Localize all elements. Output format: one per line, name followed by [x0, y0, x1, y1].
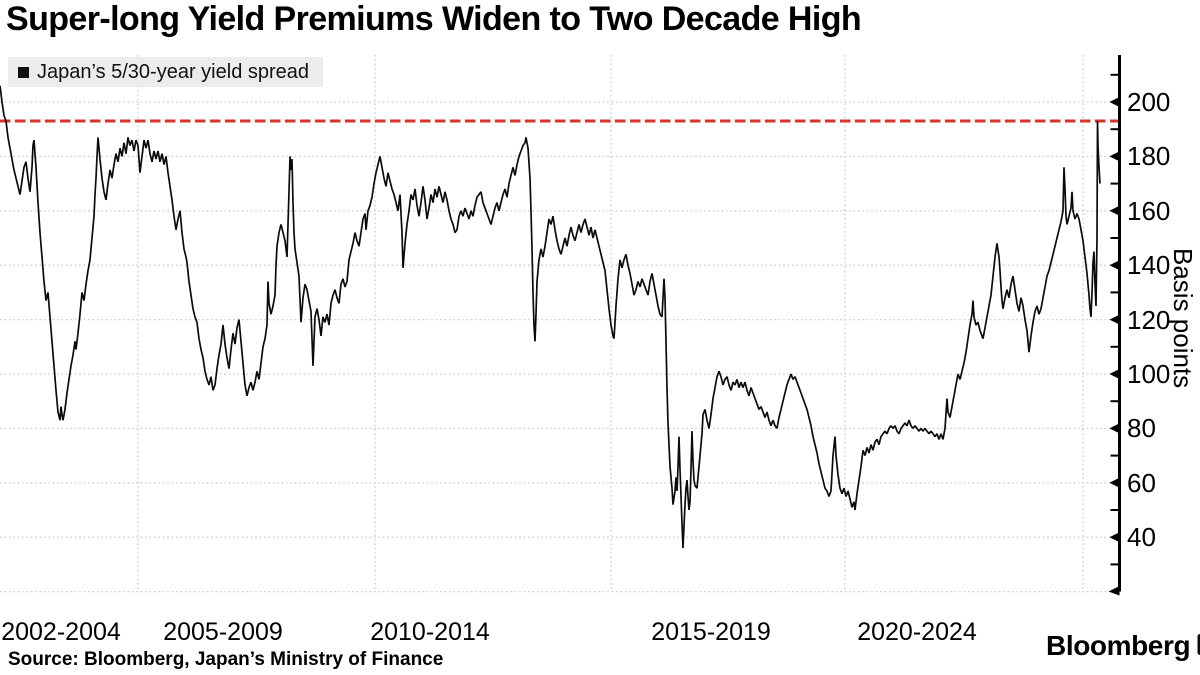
x-tick-label: 2005-2009	[163, 618, 283, 646]
x-tick-label: 2010-2014	[370, 618, 490, 646]
y-major-tick-icon	[1109, 206, 1119, 216]
bloomberg-wordmark: Bloomberg	[1046, 630, 1191, 661]
y-tick-label: 40	[1127, 522, 1156, 553]
x-tick-label: 2020-2024	[857, 618, 977, 646]
legend-label: Japan’s 5/30-year yield spread	[37, 60, 310, 83]
source-attribution: Source: Bloomberg, Japan’s Ministry of F…	[8, 649, 444, 670]
x-tick-label: 2002-2004	[1, 618, 121, 646]
y-major-tick-icon	[1109, 260, 1119, 270]
y-major-tick-icon	[1109, 478, 1119, 488]
legend: Japan’s 5/30-year yield spread	[8, 57, 324, 87]
y-major-tick-icon	[1109, 369, 1119, 379]
y-tick-label: 60	[1127, 467, 1156, 498]
y-tick-label: 100	[1127, 359, 1171, 389]
y-axis-line	[1118, 55, 1121, 592]
y-major-tick-icon	[1109, 423, 1119, 433]
yield-spread-line-series	[0, 85, 1101, 549]
bloomberg-logo: Bloomberg	[1046, 630, 1200, 662]
y-tick-label: 140	[1127, 250, 1171, 281]
x-tick-label: 2015-2019	[651, 618, 771, 646]
y-tick-label: 200	[1127, 87, 1171, 117]
y-axis-end-arrow-icon	[1108, 586, 1120, 596]
y-major-tick-icon	[1109, 151, 1119, 161]
chart-title: Super-long Yield Premiums Widen to Two D…	[6, 0, 862, 38]
y-tick-label: 120	[1127, 304, 1171, 335]
y-major-tick-icon	[1109, 532, 1119, 542]
y-tick-label: 80	[1127, 413, 1156, 444]
bloomberg-bars-badge-icon	[1197, 633, 1200, 655]
y-major-tick-icon	[1109, 97, 1119, 107]
y-tick-label: 180	[1127, 141, 1171, 172]
legend-swatch-icon	[18, 66, 29, 78]
y-tick-label: 160	[1127, 195, 1171, 226]
y-major-tick-icon	[1109, 315, 1119, 325]
